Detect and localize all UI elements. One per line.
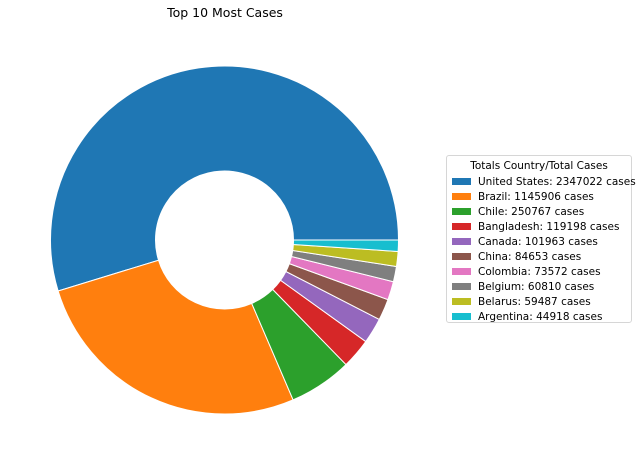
- legend-swatch: [452, 268, 471, 275]
- legend-label: Chile: 250767 cases: [478, 205, 585, 218]
- legend-item-chile: Chile: 250767 cases: [452, 204, 631, 219]
- legend-title: Totals Country/Total Cases: [470, 160, 608, 172]
- legend-swatch: [452, 253, 471, 260]
- legend-item-brazil: Brazil: 1145906 cases: [452, 189, 631, 204]
- legend-label: Belgium: 60810 cases: [478, 280, 595, 293]
- legend-label: China: 84653 cases: [478, 250, 582, 263]
- legend-item-bangladesh: Bangladesh: 119198 cases: [452, 219, 631, 234]
- legend-label: Argentina: 44918 cases: [478, 310, 603, 323]
- chart-title: Top 10 Most Cases: [167, 5, 283, 20]
- legend-item-canada: Canada: 101963 cases: [452, 234, 631, 249]
- slice-brazil: [57, 259, 294, 415]
- legend-label: Brazil: 1145906 cases: [478, 190, 594, 203]
- legend-item-united-states: United States: 2347022 cases: [452, 174, 636, 189]
- legend-items: United States: 2347022 cases Brazil: 1145…: [452, 174, 636, 324]
- legend-item-colombia: Colombia: 73572 cases: [452, 264, 631, 279]
- legend-swatch: [452, 238, 471, 245]
- slice-argentina: [292, 239, 400, 252]
- legend-label: United States: 2347022 cases: [478, 175, 636, 188]
- legend-item-belgium: Belgium: 60810 cases: [452, 279, 631, 294]
- legend-swatch: [452, 193, 471, 200]
- legend: Totals Country/Total Cases United States…: [446, 155, 636, 324]
- legend-swatch: [452, 208, 471, 215]
- legend-label: Belarus: 59487 cases: [478, 295, 591, 308]
- legend-swatch: [452, 283, 471, 290]
- legend-item-china: China: 84653 cases: [452, 249, 631, 264]
- legend-swatch: [452, 178, 471, 185]
- legend-swatch: [452, 313, 471, 320]
- legend-label: Colombia: 73572 cases: [478, 265, 601, 278]
- legend-label: Bangladesh: 119198 cases: [478, 220, 620, 233]
- slice-united-states: [50, 65, 400, 292]
- legend-label: Canada: 101963 cases: [478, 235, 598, 248]
- legend-item-belarus: Belarus: 59487 cases: [452, 294, 631, 309]
- legend-item-argentina: Argentina: 44918 cases: [452, 309, 631, 324]
- slices-group: [50, 65, 400, 415]
- legend-swatch: [452, 223, 471, 230]
- legend-swatch: [452, 298, 471, 305]
